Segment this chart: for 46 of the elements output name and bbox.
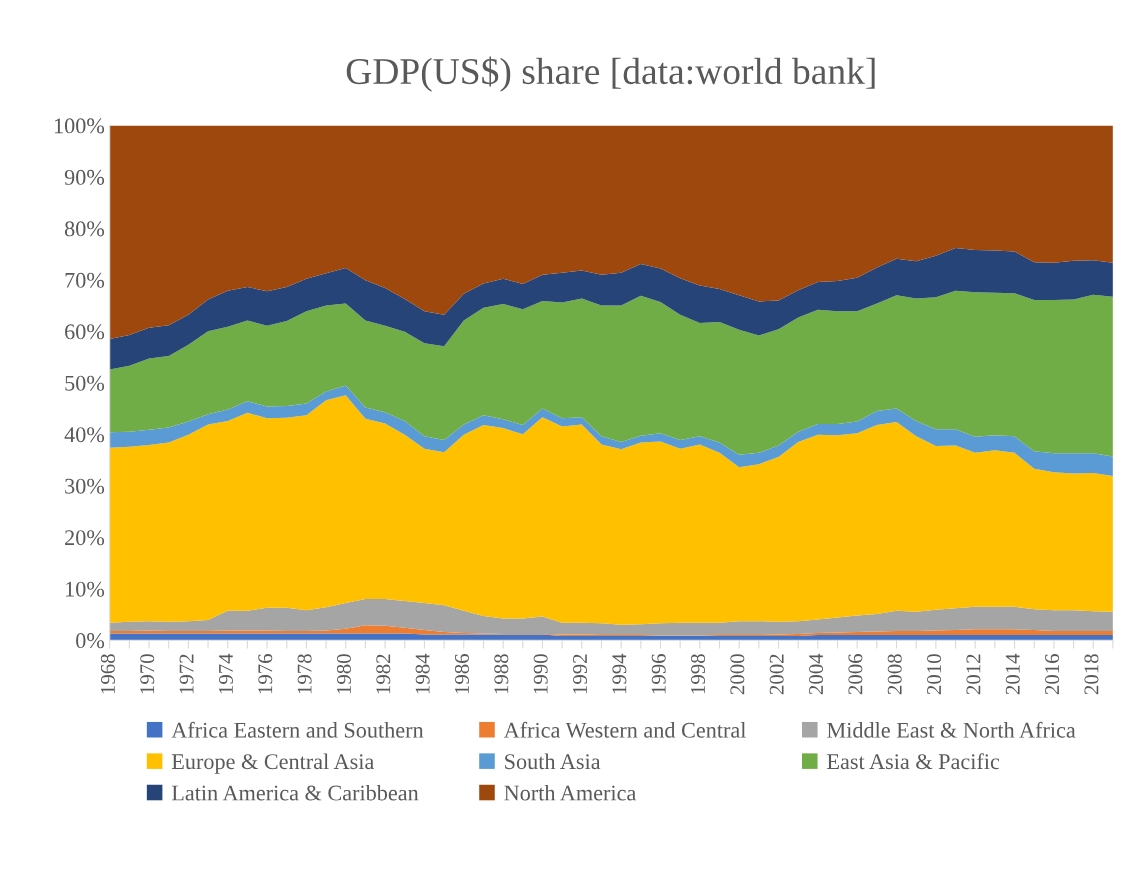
y-tick-label: 10%: [66, 581, 105, 597]
x-tick-label: 1980: [336, 654, 351, 694]
x-tick-label: 2010: [927, 654, 942, 695]
legend-label: Africa Western and Central: [503, 721, 746, 738]
x-tick-label: 1968: [100, 654, 115, 694]
x-tick-label: 2004: [809, 653, 824, 695]
x-tick-label: 2006: [848, 654, 863, 695]
x-tick-label: 2008: [887, 654, 902, 695]
x-tick-label: 2012: [966, 654, 981, 695]
y-tick-label: 100%: [54, 118, 105, 134]
y-tick-label: 20%: [65, 530, 105, 546]
legend-label: Middle East & North Africa: [827, 721, 1076, 738]
y-tick-label: 70%: [65, 272, 105, 288]
x-tick-label: 1996: [651, 654, 666, 694]
x-tick-label: 1994: [612, 653, 627, 694]
legend-label: Africa Eastern and Southern: [171, 721, 424, 738]
y-tick-label: 60%: [65, 324, 105, 340]
y-tick-label: 0%: [76, 633, 105, 649]
legend-label: Europe & Central Asia: [171, 753, 375, 774]
legend-label: Latin America & Caribbean: [171, 784, 419, 801]
x-tick-label: 1976: [258, 654, 273, 694]
y-tick-label: 90%: [64, 169, 105, 185]
x-tick-label: 2014: [1005, 653, 1020, 695]
legend-label: South Asia: [505, 753, 601, 770]
x-tick-label: 2000: [730, 654, 745, 695]
x-tick-label: 1984: [415, 653, 430, 694]
x-tick-label: 1988: [494, 654, 509, 694]
x-tick-label: 1972: [179, 654, 194, 694]
y-tick-label: 80%: [64, 221, 105, 237]
y-tick-label: 40%: [64, 427, 105, 443]
x-tick-label: 1998: [690, 654, 706, 694]
x-tick-label: 2018: [1084, 654, 1099, 695]
x-tick-label: 1986: [454, 654, 469, 694]
x-tick-label: 2016: [1045, 654, 1060, 695]
x-tick-label: 1974: [218, 653, 233, 694]
x-tick-label: 2002: [769, 654, 784, 695]
y-tick-label: 30%: [65, 478, 105, 494]
x-tick-label: 1970: [140, 654, 155, 694]
x-tick-label: 1990: [533, 654, 548, 694]
legend-label: East Asia & Pacific: [827, 753, 1000, 770]
x-tick-label: 1978: [297, 654, 312, 694]
x-tick-label: 1992: [573, 654, 588, 694]
chart-title: GDP(US$) share [data:world bank]: [346, 56, 875, 92]
legend-label: North America: [504, 784, 637, 801]
x-tick-label: 1982: [376, 654, 391, 694]
y-tick-label: 50%: [65, 375, 105, 391]
